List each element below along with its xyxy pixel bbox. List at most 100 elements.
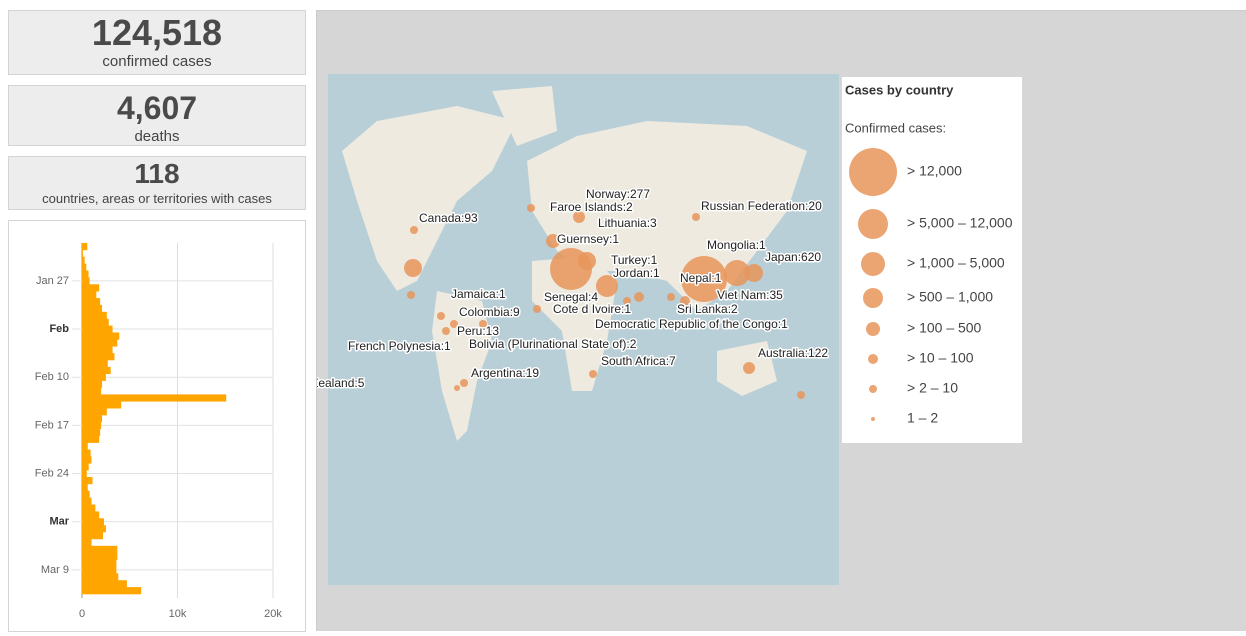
- bar: [82, 298, 101, 306]
- bar: [82, 270, 89, 278]
- map-label: Viet Nam:35: [717, 288, 783, 302]
- stat-label: confirmed cases: [102, 53, 212, 70]
- legend-symbol: [871, 417, 875, 421]
- legend-svg: Cases by country Confirmed cases: > 12,0…: [845, 82, 1013, 426]
- bar: [82, 538, 92, 547]
- bar: [82, 284, 100, 292]
- map-panel: Norway:277 Faroe Islands:2 Russian Federat…: [310, 10, 1246, 631]
- bar: [82, 339, 118, 347]
- map-label: Democratic Republic of the Congo:1: [595, 317, 788, 331]
- y-tick-label: Jan 27: [36, 275, 69, 287]
- bar: [82, 483, 88, 492]
- bar: [82, 477, 93, 485]
- bar: [82, 573, 119, 581]
- legend-label: > 2 – 10: [907, 380, 958, 396]
- map-label: South Africa:7: [601, 354, 676, 368]
- map-label: Jordan:1: [613, 266, 660, 280]
- bar: [82, 401, 122, 409]
- legend-subtitle: Confirmed cases:: [845, 120, 946, 135]
- legend-symbol: [868, 354, 878, 364]
- map-label: Japan:620: [765, 250, 821, 264]
- legend-label: > 12,000: [907, 163, 962, 179]
- bar: [82, 428, 101, 437]
- map-label: Turkey:1: [611, 253, 658, 267]
- bar: [82, 408, 107, 416]
- bar: [82, 394, 227, 402]
- bar: [82, 380, 103, 388]
- bar: [82, 263, 87, 271]
- map-label: Senegal:4: [544, 290, 598, 304]
- map-label: Bolivia (Plurinational State of):2: [469, 337, 637, 351]
- legend-label: > 10 – 100: [907, 350, 974, 366]
- map-label: Argentina:19: [471, 366, 539, 380]
- bar: [82, 559, 117, 567]
- stat-label: deaths: [134, 128, 180, 145]
- y-tick-label: Mar 9: [41, 564, 69, 576]
- legend-label: 1 – 2: [907, 410, 938, 426]
- bar: [82, 552, 118, 560]
- legend-title: Cases by country: [845, 82, 954, 97]
- x-tick-label: 0: [79, 608, 85, 620]
- bar: [82, 277, 90, 285]
- case-circles: [404, 204, 805, 399]
- map-label: French Polynesia:1: [348, 339, 451, 353]
- map-label: Mongolia:1: [707, 238, 766, 252]
- legend-symbol: [869, 385, 877, 393]
- map-label: Nepal:1: [680, 271, 722, 285]
- bar: [82, 415, 103, 423]
- bar: [82, 456, 92, 464]
- map-label: Jamaica:1: [451, 287, 506, 301]
- legend-label: > 100 – 500: [907, 320, 982, 336]
- legend-symbol: [858, 209, 888, 239]
- map-label: Sri Lanka:2: [677, 302, 738, 316]
- bar: [82, 249, 83, 258]
- chart-panel: 0 10k 20k Jan 27 Feb Feb 10 Feb 17 Feb 24 Mar Mar…: [8, 220, 306, 632]
- y-tick-label: Feb 10: [35, 371, 69, 383]
- bar: [82, 421, 102, 430]
- stat-card: 124,518 confirmed cases: [8, 10, 306, 75]
- legend: Cases by country Confirmed cases: > 12,0…: [842, 77, 1022, 443]
- map-label: Peru:13: [457, 324, 499, 338]
- x-tick-label: 20k: [264, 608, 282, 620]
- stat-value: 4,607: [116, 90, 198, 126]
- bar: [82, 580, 127, 588]
- bar: [82, 332, 120, 340]
- bar: [82, 490, 90, 498]
- map-label: Cote d Ivoire:1: [553, 302, 631, 316]
- y-tick-label: Feb 24: [35, 467, 69, 479]
- bar: [82, 497, 92, 505]
- stat-card: 4,607 deaths: [8, 85, 306, 146]
- bar: [82, 566, 117, 574]
- bar: [82, 325, 113, 333]
- bar: [82, 449, 91, 457]
- bar: [82, 256, 85, 264]
- legend-label: > 500 – 1,000: [907, 289, 993, 305]
- bar: [82, 353, 115, 361]
- map-label: Zealand:5: [317, 376, 365, 390]
- map-label: Colombia:9: [459, 305, 520, 319]
- bar: [82, 587, 142, 595]
- bar: [82, 463, 89, 471]
- y-tick-label: Feb 17: [35, 419, 69, 431]
- map-label: Russian Federation:20: [701, 199, 822, 213]
- bar: [82, 373, 106, 381]
- y-tick-label: Mar: [49, 516, 69, 528]
- legend-symbol: [849, 148, 897, 196]
- bar: [82, 442, 88, 450]
- bar: [82, 504, 96, 512]
- map-label: Norway:277: [586, 187, 650, 201]
- legend-label: > 1,000 – 5,000: [907, 255, 1005, 271]
- stat-value: 124,518: [91, 12, 223, 53]
- map-label: Faroe Islands:2: [550, 200, 633, 214]
- y-tick-label: Feb: [49, 323, 69, 335]
- bar: [82, 366, 111, 375]
- bar: [82, 360, 108, 368]
- map-label: Lithuania:3: [598, 216, 657, 230]
- stat-label: countries, areas or territories with cas…: [42, 191, 272, 206]
- bar: [82, 470, 87, 478]
- legend-symbol: [863, 288, 883, 308]
- bar: [82, 346, 113, 354]
- bar: [82, 511, 100, 519]
- map-label: Canada:93: [419, 211, 478, 225]
